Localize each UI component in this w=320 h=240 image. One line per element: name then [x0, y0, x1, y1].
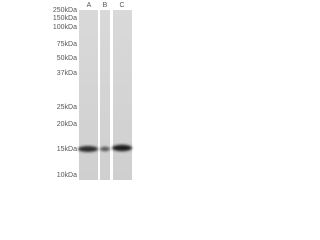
lane-strip	[113, 10, 132, 180]
marker-label: 100kDa	[53, 24, 77, 31]
marker-label: 50kDa	[57, 55, 77, 62]
marker-label: 10kDa	[57, 172, 77, 179]
lane-label: C	[119, 2, 124, 9]
marker-label: 37kDa	[57, 70, 77, 77]
band	[78, 146, 98, 152]
lane-label: B	[103, 2, 108, 9]
lane-label: A	[87, 2, 92, 9]
marker-label: 150kDa	[53, 15, 77, 22]
marker-label: 15kDa	[57, 146, 77, 153]
marker-label: 75kDa	[57, 41, 77, 48]
marker-label: 25kDa	[57, 104, 77, 111]
lane-strip	[100, 10, 110, 180]
lane-strip	[79, 10, 98, 180]
band	[112, 144, 132, 152]
marker-label: 20kDa	[57, 121, 77, 128]
marker-label: 250kDa	[53, 7, 77, 14]
band	[100, 146, 110, 152]
